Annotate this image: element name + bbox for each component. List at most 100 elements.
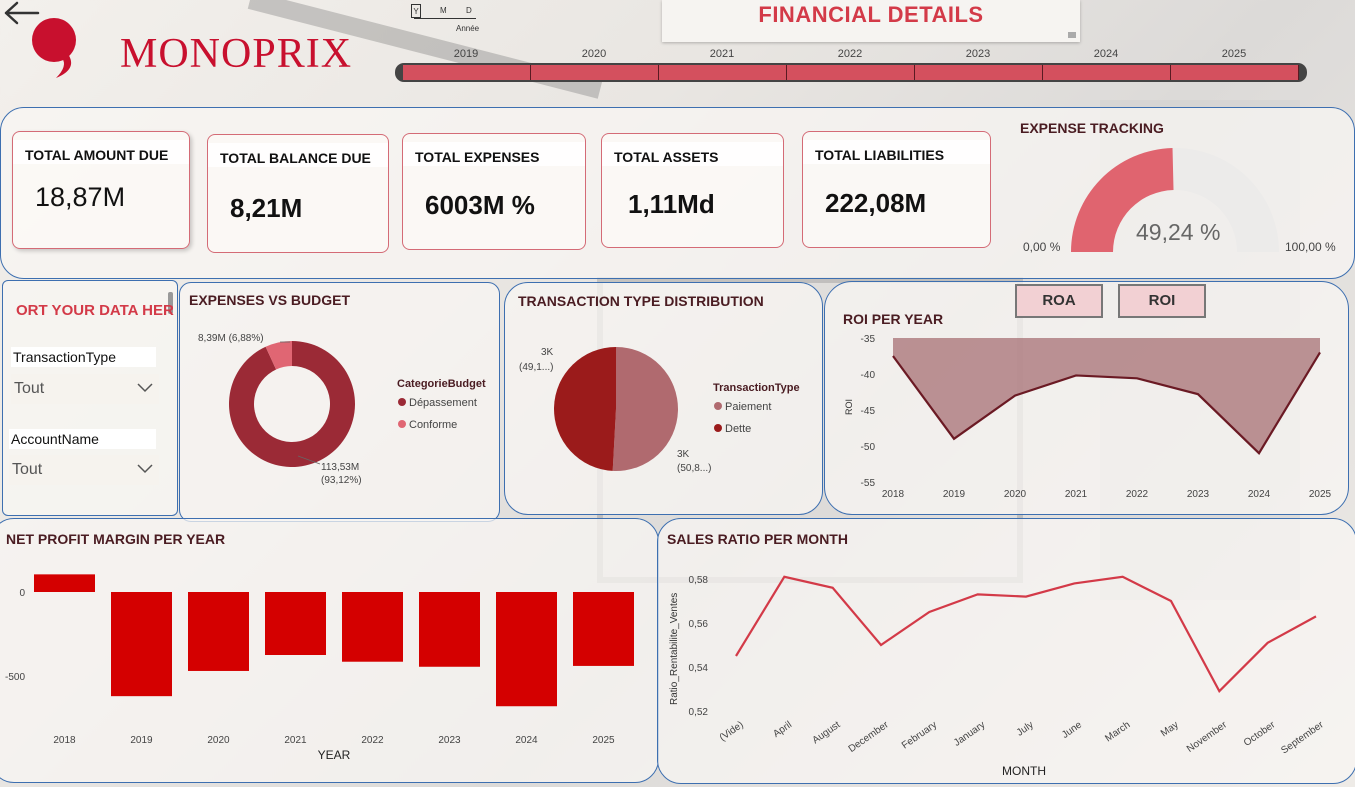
legend-item[interactable]: Paiement	[725, 401, 771, 413]
expenses-vs-budget-title: EXPENSES VS BUDGET	[189, 292, 351, 308]
bar[interactable]	[265, 592, 326, 655]
timeline-segment[interactable]	[531, 65, 659, 80]
timeline-year-label: 2024	[1093, 48, 1119, 60]
bar[interactable]	[188, 592, 249, 671]
x-axis-label: YEAR	[318, 748, 351, 762]
account-name-dropdown[interactable]: Tout	[9, 455, 159, 485]
y-axis-label: Ratio_Rentabilite_Ventes	[669, 593, 680, 705]
transaction-type-dropdown[interactable]: Tout	[11, 374, 159, 404]
timeline-year-labels: 2019 2020 2021 2022 2023 2024 2025	[400, 48, 1300, 62]
date-hierarchy-selector[interactable]: Y M D Année	[408, 4, 480, 36]
sales-ratio-line	[735, 575, 1317, 694]
bar[interactable]	[111, 592, 172, 697]
kpi-value: 8,21M	[230, 193, 303, 223]
kpi-value: 6003M %	[425, 190, 535, 220]
x-tick-label: April	[771, 719, 794, 739]
y-tick-label: -500	[5, 672, 25, 683]
transaction-type-pie: 3K (49,1...) 3K (50,8...) TransactionTyp…	[519, 347, 800, 474]
y-tick-label: -40	[861, 370, 876, 381]
slice-label: (50,8...)	[677, 463, 711, 474]
month-level-button[interactable]: M	[440, 6, 447, 15]
pie-slice-dette[interactable]	[554, 347, 616, 471]
kpi-label: TOTAL AMOUNT DUE	[25, 147, 169, 163]
y-tick-label: 0	[19, 588, 25, 599]
timeline-year-label: 2025	[1221, 48, 1247, 60]
legend-item[interactable]: Conforme	[409, 419, 457, 431]
day-level-button[interactable]: D	[466, 6, 472, 15]
timeline-segment[interactable]	[915, 65, 1043, 80]
slice-label: 3K	[677, 449, 690, 460]
x-tick-label: May	[1159, 719, 1181, 739]
gauge-value-label: 49,24 %	[1136, 219, 1221, 245]
bar[interactable]	[419, 592, 480, 667]
kpi-label: TOTAL ASSETS	[614, 149, 719, 165]
page-title: FINANCIAL DETAILS	[758, 2, 984, 27]
timeline-segment[interactable]	[659, 65, 787, 80]
logo-text: MONOPRIX	[120, 31, 353, 77]
timeline-year-label: 2021	[709, 48, 735, 60]
legend-item[interactable]: Dépassement	[409, 397, 477, 409]
kpi-value: 222,08M	[825, 188, 927, 218]
timeline-year-label: 2022	[837, 48, 863, 60]
pie-slice-paiement[interactable]	[612, 347, 679, 471]
resize-handle-icon[interactable]	[1068, 32, 1076, 38]
expense-tracking-gauge	[1071, 147, 1279, 252]
x-tick-label: July	[1015, 719, 1036, 738]
slice-label: (49,1...)	[519, 362, 553, 373]
sales-ratio-line-chart: Ratio_Rentabilite_Ventes 0,52 0,54 0,56 0,5…	[669, 575, 1326, 778]
legend-swatch	[398, 398, 406, 406]
filter-panel-scrollbar[interactable]	[168, 292, 173, 314]
kpi-card-total-amount-due: TOTAL AMOUNT DUE 18,87M	[12, 131, 190, 249]
back-arrow-icon[interactable]	[2, 0, 42, 30]
x-tick-label: 2022	[1126, 489, 1149, 500]
x-tick-label: 2020	[1004, 489, 1027, 500]
timeline-segment[interactable]	[1043, 65, 1171, 80]
monoprix-logo-icon	[32, 18, 76, 78]
bar[interactable]	[496, 592, 557, 707]
y-tick-label: -55	[861, 478, 876, 489]
chevron-down-icon	[137, 464, 153, 474]
kpi-value: 18,87M	[35, 182, 126, 212]
transaction-type-title: TRANSACTION TYPE DISTRIBUTION	[518, 293, 764, 309]
x-tick-label: January	[952, 719, 987, 748]
timeline-segment[interactable]	[403, 65, 531, 80]
slice-label: 3K	[541, 347, 554, 358]
year-level-button[interactable]: Y	[411, 4, 421, 18]
bar[interactable]	[573, 592, 634, 666]
account-name-slicer-label: AccountName	[9, 429, 156, 449]
slice-label: 113,53M	[321, 462, 359, 473]
kpi-value: 1,11Md	[628, 189, 715, 219]
x-tick-label: March	[1103, 719, 1132, 744]
roa-button[interactable]: ROA	[1015, 284, 1103, 318]
x-tick-label: 2025	[1309, 489, 1332, 500]
legend-swatch	[714, 424, 722, 432]
timeline-segment[interactable]	[787, 65, 915, 80]
legend-swatch	[714, 402, 722, 410]
bar[interactable]	[342, 592, 403, 662]
timeline-year-label: 2020	[581, 48, 607, 60]
donut-slice-depassement[interactable]	[229, 341, 355, 467]
bar[interactable]	[34, 574, 95, 592]
timeline-slicer[interactable]	[395, 63, 1307, 82]
legend-title: TransactionType	[713, 382, 800, 394]
kpi-label: TOTAL LIABILITIES	[815, 147, 945, 163]
legend-item[interactable]: Dette	[725, 423, 751, 435]
roi-button[interactable]: ROI	[1118, 284, 1206, 318]
x-tick-label: February	[900, 719, 939, 751]
transaction-type-slicer-label: TransactionType	[11, 347, 156, 367]
y-tick-label: 0,52	[689, 707, 709, 718]
gauge-value-arc	[1071, 148, 1174, 252]
y-axis-label: ROI	[844, 399, 854, 415]
timeline-segment[interactable]	[1171, 65, 1299, 80]
page-title-box: FINANCIAL DETAILS	[662, 0, 1080, 42]
donut-slice-conforme[interactable]	[265, 341, 292, 370]
gauge-min-label: 0,00 %	[1023, 240, 1061, 254]
dropdown-value: Tout	[14, 380, 45, 397]
net-profit-bar-chart: 0 -500 2018 2019 2020 2021 2022 2023 2024 2025 Y…	[5, 574, 634, 762]
y-tick-label: 0,56	[689, 619, 709, 630]
x-tick-label: 2021	[1065, 489, 1088, 500]
hierarchy-level-label: Année	[456, 24, 480, 33]
sales-ratio-panel	[657, 518, 1355, 784]
kpi-label: TOTAL EXPENSES	[415, 149, 540, 165]
x-tick-label: 2019	[130, 735, 153, 746]
